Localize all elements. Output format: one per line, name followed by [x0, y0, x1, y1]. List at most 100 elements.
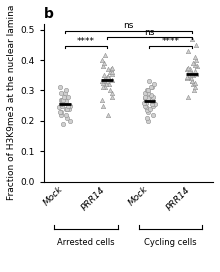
- Point: [186, 94, 189, 99]
- Point: [145, 116, 149, 120]
- Text: Arrested cells: Arrested cells: [57, 238, 115, 247]
- Point: [66, 116, 69, 120]
- Point: [187, 69, 191, 73]
- Point: [189, 70, 193, 74]
- Point: [195, 64, 198, 68]
- Point: [103, 85, 107, 89]
- Point: [142, 100, 146, 105]
- Point: [146, 110, 150, 114]
- Point: [58, 110, 62, 114]
- Point: [192, 61, 195, 65]
- Point: [64, 107, 68, 111]
- Point: [59, 102, 63, 106]
- Point: [191, 82, 194, 86]
- Point: [187, 70, 191, 74]
- Point: [61, 99, 64, 103]
- Point: [185, 75, 189, 79]
- Point: [105, 79, 109, 84]
- Point: [102, 61, 106, 65]
- Point: [193, 81, 197, 85]
- Point: [63, 100, 67, 105]
- Point: [110, 66, 114, 70]
- Point: [151, 102, 154, 106]
- Point: [146, 88, 149, 92]
- Point: [58, 105, 61, 109]
- Point: [60, 91, 63, 96]
- Text: ns: ns: [144, 27, 155, 36]
- Point: [107, 82, 111, 86]
- Point: [110, 70, 114, 74]
- Text: Mock: Mock: [42, 185, 65, 208]
- Point: [66, 94, 70, 99]
- Point: [190, 79, 194, 84]
- Point: [62, 100, 66, 105]
- Point: [146, 88, 149, 92]
- Point: [61, 97, 65, 102]
- Point: [150, 85, 154, 89]
- Y-axis label: Fraction of H3K9me3 at the nuclear lamina: Fraction of H3K9me3 at the nuclear lamin…: [7, 5, 16, 200]
- Text: ****: ****: [77, 37, 95, 46]
- Point: [147, 119, 150, 123]
- Point: [67, 107, 70, 111]
- Point: [102, 103, 105, 108]
- Point: [109, 88, 112, 92]
- Point: [68, 119, 72, 123]
- Point: [150, 97, 154, 102]
- Point: [193, 55, 197, 59]
- Point: [143, 103, 147, 108]
- Point: [101, 97, 104, 102]
- Text: PRR14: PRR14: [165, 185, 192, 212]
- Point: [151, 113, 155, 117]
- Point: [101, 81, 105, 85]
- Text: b: b: [44, 7, 53, 21]
- Point: [59, 102, 63, 106]
- Point: [185, 67, 189, 71]
- Point: [152, 82, 156, 86]
- Point: [110, 72, 114, 76]
- Point: [186, 66, 190, 70]
- Point: [61, 97, 64, 102]
- Point: [62, 94, 66, 99]
- Point: [106, 75, 109, 79]
- Point: [193, 85, 196, 89]
- Point: [190, 79, 194, 84]
- Point: [150, 99, 154, 103]
- Point: [103, 53, 107, 58]
- Point: [188, 67, 191, 71]
- Point: [144, 105, 147, 109]
- Point: [103, 78, 106, 82]
- Point: [195, 72, 198, 76]
- Point: [151, 99, 155, 103]
- Text: Mock: Mock: [126, 185, 149, 208]
- Point: [145, 108, 149, 112]
- Point: [100, 58, 104, 62]
- Point: [62, 122, 65, 126]
- Point: [64, 99, 68, 103]
- Point: [152, 94, 155, 99]
- Point: [151, 97, 154, 102]
- Point: [59, 113, 63, 117]
- Point: [59, 97, 62, 102]
- Point: [63, 91, 67, 96]
- Point: [103, 76, 107, 81]
- Point: [193, 69, 196, 73]
- Point: [191, 36, 194, 41]
- Point: [60, 103, 63, 108]
- Point: [151, 103, 155, 108]
- Point: [64, 113, 68, 117]
- Point: [106, 75, 109, 79]
- Point: [61, 100, 64, 105]
- Point: [143, 96, 147, 100]
- Point: [143, 94, 147, 99]
- Point: [65, 107, 69, 111]
- Point: [102, 73, 105, 78]
- Point: [110, 94, 114, 99]
- Point: [100, 79, 104, 84]
- Point: [189, 76, 193, 81]
- Point: [149, 93, 153, 97]
- Point: [58, 85, 61, 89]
- Point: [192, 88, 196, 92]
- Text: ns: ns: [123, 21, 134, 30]
- Point: [64, 88, 68, 92]
- Point: [146, 91, 149, 96]
